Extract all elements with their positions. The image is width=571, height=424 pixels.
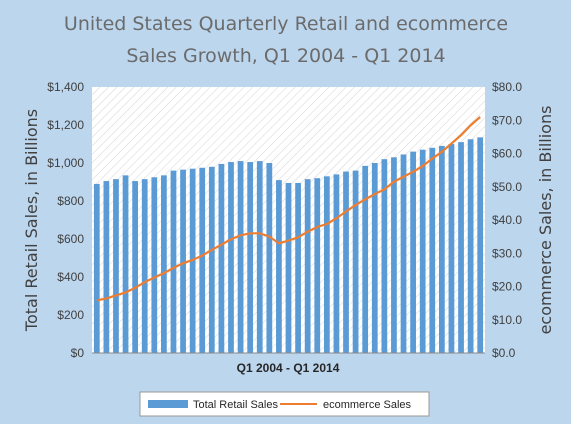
left-tick-label: $800 [57,194,84,208]
retail-bar [151,177,158,353]
retail-bar [93,183,100,353]
retail-bar [381,159,388,353]
right-tick-label: $10.0 [492,313,522,327]
retail-bar [448,144,455,353]
retail-bar [141,179,148,353]
retail-bar [103,181,110,353]
left-tick-label: $1,400 [47,80,84,94]
left-axis-label: Total Retail Sales, in Billions [22,109,41,332]
retail-bar [132,181,139,353]
left-tick-label: $400 [57,270,84,284]
left-axis-ticks: $0 $200 $400 $600 $800 $1,000 $1,200 $1,400 [47,80,84,360]
right-tick-label: $30.0 [492,246,522,260]
legend-swatch-bars [148,400,188,408]
legend: Total Retail Sales ecommerce Sales [139,391,430,417]
right-tick-label: $60.0 [492,147,522,161]
left-tick-label: $600 [57,232,84,246]
bar-series [93,137,484,353]
right-axis-ticks: $0.0 $10.0 $20.0 $30.0 $40.0 $50.0 $60.0 $70.0 $… [492,80,522,360]
retail-bar [266,163,273,353]
retail-bar [122,175,129,353]
retail-bar [362,165,369,353]
retail-bar [343,171,349,353]
retail-bar [180,169,186,353]
retail-bar [429,147,436,353]
left-tick-label: $200 [57,308,84,322]
retail-bar [352,170,359,353]
retail-bar [467,139,474,353]
left-tick-label: $1,200 [47,118,84,132]
retail-bar [438,145,445,353]
right-tick-label: $70.0 [492,113,522,127]
retail-bar [371,163,378,353]
retail-bar [314,178,321,353]
retail-bar [208,166,215,353]
x-axis-label: Q1 2004 - Q1 2014 [237,361,340,375]
ecommerce-line [96,116,481,302]
retail-bar [256,161,263,353]
left-tick-label: $1,000 [47,156,84,170]
retail-bar [391,157,397,353]
retail-bar [477,137,484,353]
retail-bar [419,149,426,353]
retail-bar [410,151,416,353]
retail-bar [161,175,167,353]
retail-bar [113,179,119,353]
right-axis-label: ecommerce Sales, in Billions [536,106,555,335]
retail-bar [218,163,225,353]
retail-bar [400,154,407,353]
retail-bar [323,176,330,353]
legend-label-bars: Total Retail Sales [193,399,278,411]
retail-bar [333,174,340,353]
retail-bar [285,182,292,353]
retail-bar [170,170,177,353]
right-tick-label: $40.0 [492,213,522,227]
legend-label-line: ecommerce Sales [323,399,412,411]
chart-title-line-2: Sales Growth, Q1 2004 - Q1 2014 [126,45,445,67]
line-series [96,116,481,302]
retail-bar [199,167,206,353]
retail-bar [304,179,311,353]
left-tick-label: $0 [71,346,85,360]
retail-bar [276,180,282,353]
retail-bar [228,162,234,353]
chart-title-line-1: United States Quarterly Retail and ecomm… [64,13,508,35]
right-tick-label: $0.0 [492,346,516,360]
retail-bar [247,162,254,353]
retail-bar [237,161,244,353]
right-tick-label: $20.0 [492,280,522,294]
right-tick-label: $50.0 [492,180,522,194]
retail-bar [458,142,464,353]
retail-bar [295,182,301,353]
right-tick-label: $80.0 [492,80,522,94]
